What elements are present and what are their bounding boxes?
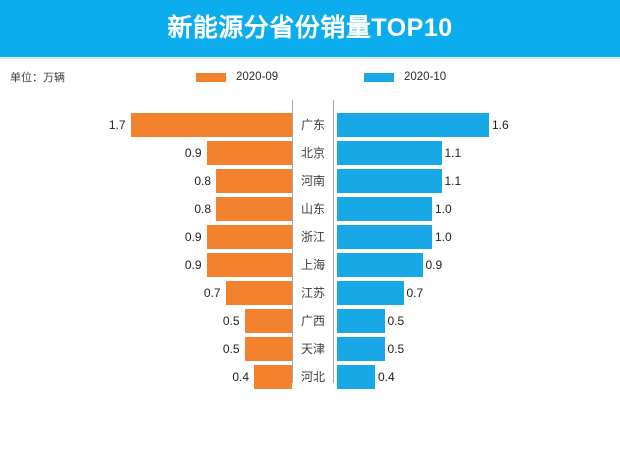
category-label: 上海 bbox=[300, 258, 325, 272]
value-label-2020-09: 0.4 bbox=[232, 370, 249, 384]
bar-2020-10 bbox=[337, 197, 432, 221]
bar-2020-10 bbox=[337, 225, 432, 249]
legend-label-2020-10: 2020-10 bbox=[404, 71, 447, 83]
bar-row: 1.7 广东 1.6 bbox=[0, 113, 620, 137]
bar-2020-10 bbox=[337, 169, 442, 193]
legend-label-2020-09: 2020-09 bbox=[236, 71, 279, 83]
right-axis-line bbox=[333, 100, 334, 383]
value-label-2020-10: 0.5 bbox=[387, 342, 405, 356]
bar-2020-09 bbox=[206, 225, 292, 249]
bar-2020-09 bbox=[244, 309, 292, 333]
bar-2020-09 bbox=[254, 365, 292, 389]
bar-2020-09 bbox=[244, 337, 292, 361]
bar-2020-10 bbox=[337, 365, 375, 389]
category-label: 山东 bbox=[300, 202, 325, 216]
category-label: 广西 bbox=[300, 314, 325, 328]
bar-row: 0.4 河北 0.4 bbox=[0, 365, 620, 389]
legend-swatch-2020-09 bbox=[196, 72, 226, 82]
legend-item-2020-10: 2020-10 bbox=[364, 69, 446, 85]
bar-2020-09 bbox=[206, 141, 292, 165]
category-label: 天津 bbox=[300, 342, 325, 356]
value-label-2020-10: 1.0 bbox=[435, 202, 452, 216]
bar-row: 0.9 浙江 1.0 bbox=[0, 225, 620, 249]
bar-2020-09 bbox=[216, 197, 292, 221]
category-label: 河南 bbox=[300, 174, 325, 188]
value-label-2020-10: 1.6 bbox=[492, 118, 509, 132]
bar-row: 0.9 北京 1.1 bbox=[0, 141, 620, 165]
bar-row: 0.8 山东 1.0 bbox=[0, 197, 620, 221]
bar-row: 0.5 广西 0.5 bbox=[0, 309, 620, 333]
value-label-2020-10: 1.1 bbox=[444, 146, 462, 160]
bar-2020-10 bbox=[337, 309, 385, 333]
value-label-2020-10: 1.0 bbox=[435, 230, 452, 244]
value-label-2020-09: 1.7 bbox=[108, 118, 126, 132]
plot-area: 1.7 广东 1.6 0.9 北京 1.1 0.8 河南 1.1 0.8 山东 1.0 0.9 浙江 1.0… bbox=[0, 100, 620, 390]
category-label: 广东 bbox=[300, 118, 325, 132]
value-label-2020-09: 0.5 bbox=[222, 342, 240, 356]
bar-2020-10 bbox=[337, 113, 489, 137]
chart-legend: 2020-09 2020-10 bbox=[196, 69, 496, 85]
value-label-2020-09: 0.7 bbox=[203, 286, 221, 300]
bar-row: 0.5 天津 0.5 bbox=[0, 337, 620, 361]
value-label-2020-09: 0.8 bbox=[194, 174, 211, 188]
value-label-2020-09: 0.5 bbox=[222, 314, 240, 328]
value-label-2020-10: 1.1 bbox=[444, 174, 462, 188]
left-axis-line bbox=[292, 100, 293, 383]
category-label: 江苏 bbox=[300, 286, 325, 300]
value-label-2020-09: 0.8 bbox=[194, 202, 211, 216]
category-label: 河北 bbox=[300, 370, 325, 384]
value-label-2020-10: 0.5 bbox=[387, 314, 405, 328]
bar-2020-09 bbox=[206, 253, 292, 277]
legend-swatch-2020-10 bbox=[364, 72, 394, 82]
bar-2020-10 bbox=[337, 253, 423, 277]
unit-label: 单位：万辆 bbox=[10, 72, 65, 84]
bar-row: 0.9 上海 0.9 bbox=[0, 253, 620, 277]
value-label-2020-09: 0.9 bbox=[184, 146, 202, 160]
value-label-2020-10: 0.4 bbox=[378, 370, 395, 384]
category-label: 北京 bbox=[300, 146, 325, 160]
value-label-2020-09: 0.9 bbox=[184, 230, 202, 244]
value-label-2020-10: 0.7 bbox=[406, 286, 424, 300]
bar-2020-10 bbox=[337, 337, 385, 361]
bar-2020-09 bbox=[225, 281, 292, 305]
bar-row: 0.7 江苏 0.7 bbox=[0, 281, 620, 305]
bar-2020-10 bbox=[337, 141, 442, 165]
bar-2020-09 bbox=[130, 113, 292, 137]
value-label-2020-10: 0.9 bbox=[425, 258, 443, 272]
value-label-2020-09: 0.9 bbox=[184, 258, 202, 272]
page-title: 新能源分省份销量TOP10 bbox=[167, 14, 453, 42]
bar-2020-10 bbox=[337, 281, 404, 305]
bar-row: 0.8 河南 1.1 bbox=[0, 169, 620, 193]
header-divider bbox=[0, 57, 620, 59]
legend-item-2020-09: 2020-09 bbox=[196, 69, 278, 85]
header-banner: 新能源分省份销量TOP10 bbox=[0, 0, 620, 57]
bar-2020-09 bbox=[216, 169, 292, 193]
category-label: 浙江 bbox=[300, 230, 325, 244]
